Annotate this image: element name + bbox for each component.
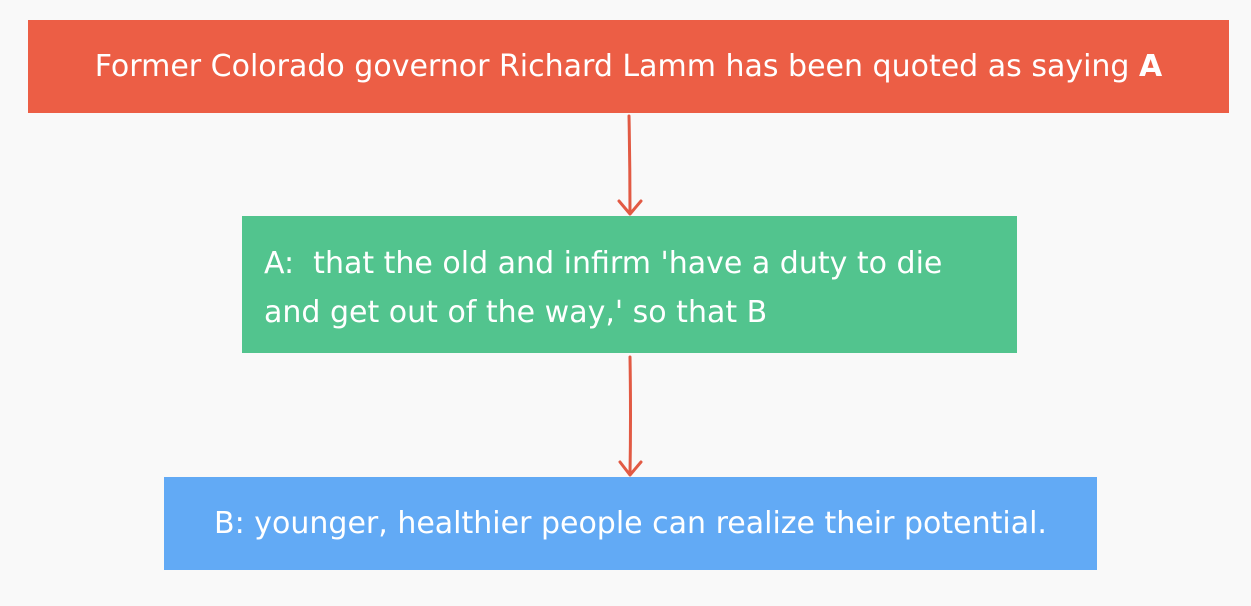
node-top-marker: A (1139, 49, 1163, 84)
node-bottom-text: B: younger, healthier people can realize… (214, 506, 1047, 541)
connector-line (628, 355, 632, 476)
connector-top-to-middle (617, 114, 643, 216)
node-middle: A: that the old and infirm 'have a duty … (242, 216, 1017, 353)
node-middle-line-1: A: that the old and infirm 'have a duty … (264, 246, 943, 281)
arrow-down-icon (618, 460, 643, 477)
node-top: Former Colorado governor Richard Lamm ha… (28, 20, 1229, 113)
node-middle-line-2: and get out of the way,' so that B (264, 295, 768, 330)
connector-line (627, 114, 632, 215)
node-top-text: Former Colorado governor Richard Lamm ha… (94, 49, 1140, 84)
connector-middle-to-bottom (618, 355, 643, 477)
node-bottom: B: younger, healthier people can realize… (164, 477, 1097, 570)
arrow-down-icon (617, 199, 643, 216)
